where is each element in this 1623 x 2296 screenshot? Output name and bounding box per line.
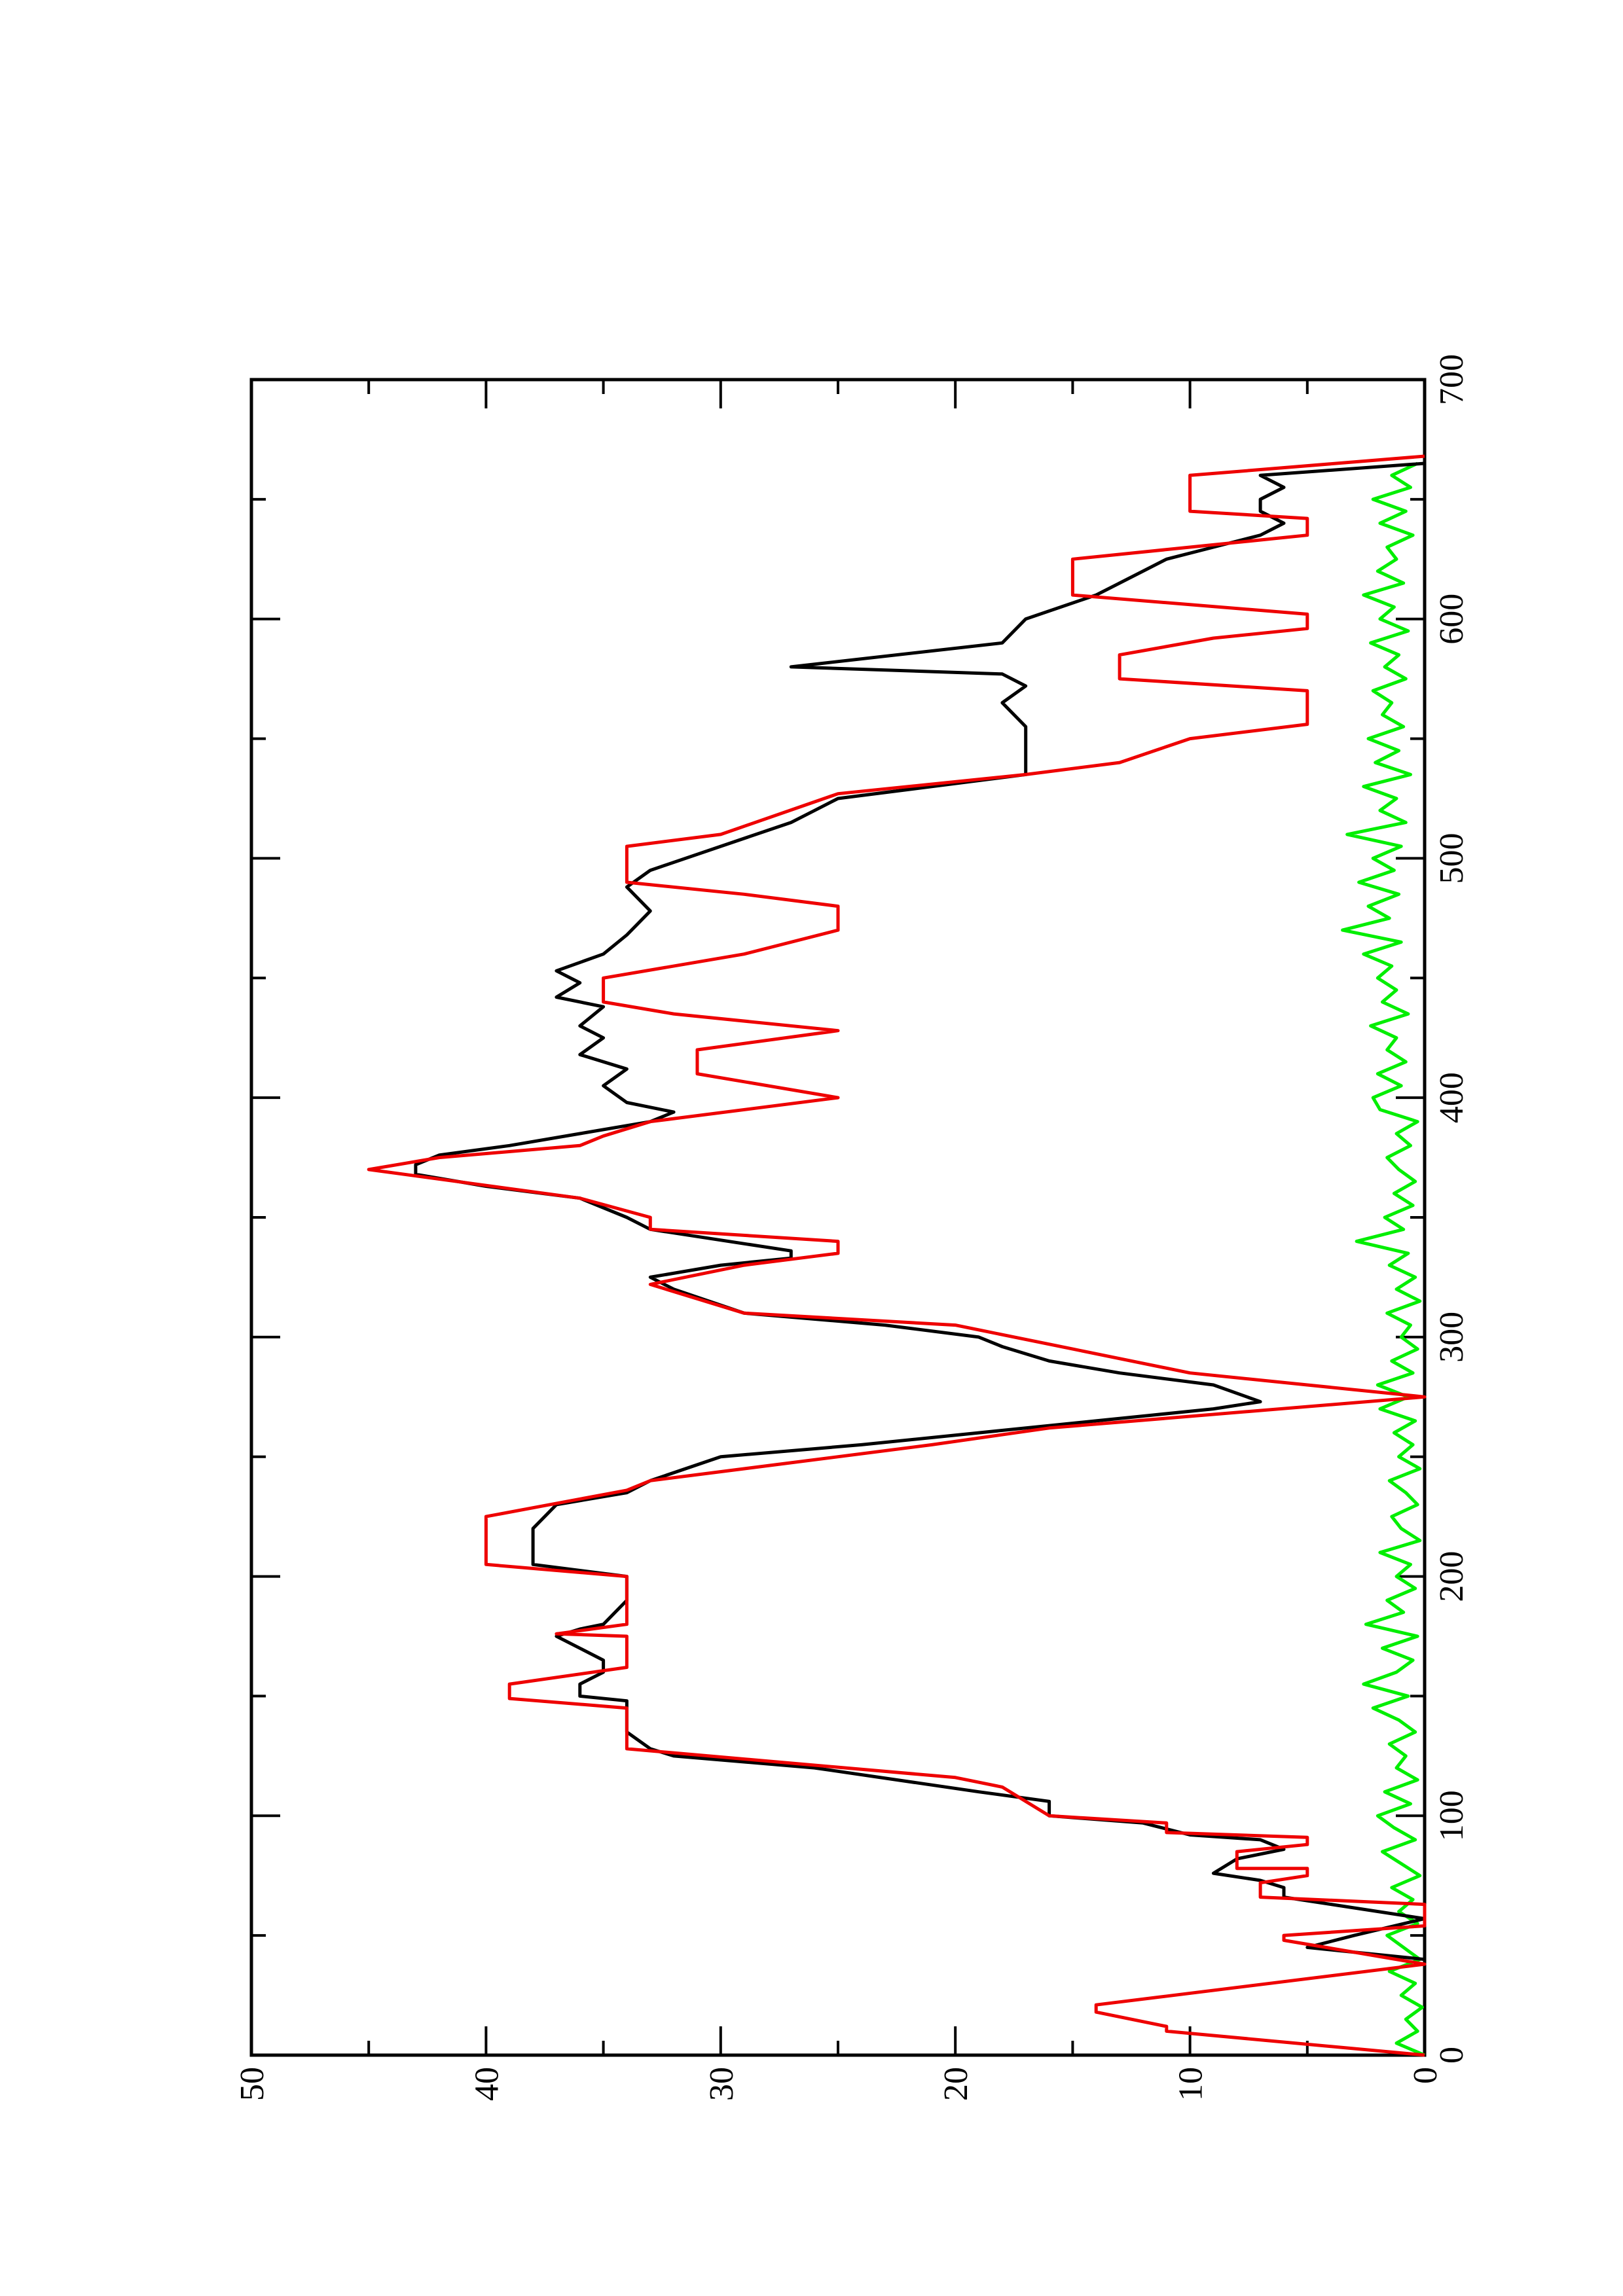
y-tick-label: 10 xyxy=(1173,2067,1210,2101)
y-tick-label: 40 xyxy=(468,2067,505,2101)
y-tick-label: 50 xyxy=(234,2067,271,2101)
x-tick-label: 600 xyxy=(1433,594,1470,645)
y-tick-label: 0 xyxy=(1407,2067,1444,2084)
y-tick-label: 30 xyxy=(703,2067,740,2101)
series-line xyxy=(367,454,1427,2057)
x-tick-label: 200 xyxy=(1433,1551,1470,1602)
y-tick-label: 20 xyxy=(938,2067,975,2101)
x-tick-label: 100 xyxy=(1433,1790,1470,1841)
x-tick-label: 500 xyxy=(1433,833,1470,884)
x-tick-label: 300 xyxy=(1433,1312,1470,1363)
series-line xyxy=(1341,461,1425,2057)
plot-area: 0 100 200 300 400 500 600 700 0 10 20 30 40 50 xyxy=(234,354,1470,2101)
x-tick-label: 0 xyxy=(1433,2047,1470,2064)
plot-frame xyxy=(249,378,1427,2057)
x-tick-label: 400 xyxy=(1433,1072,1470,1123)
x-tick-label: 700 xyxy=(1433,354,1470,405)
